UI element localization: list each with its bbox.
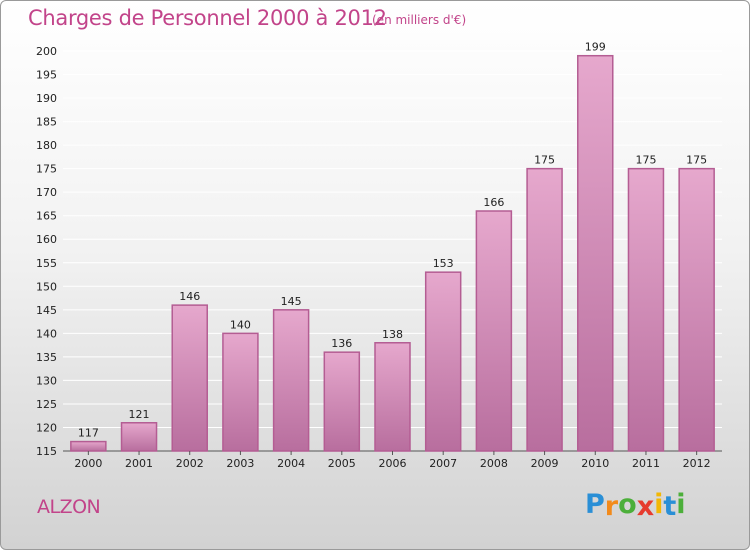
logo-letter: r: [604, 491, 619, 522]
bar: [70, 440, 107, 452]
bar-value-label: 175: [686, 154, 707, 167]
bar: [475, 210, 513, 452]
bar: [374, 342, 411, 452]
y-tick-label: 135: [36, 351, 57, 364]
bar-value-label: 140: [230, 318, 251, 331]
x-tick-label: 2002: [176, 457, 204, 470]
bar: [323, 351, 361, 452]
y-tick-label: 165: [36, 210, 57, 223]
bar: [171, 304, 208, 452]
bar: [627, 167, 665, 452]
y-tick-label: 140: [36, 327, 57, 340]
x-tick-label: 2012: [683, 457, 711, 470]
bar-value-label: 117: [78, 427, 99, 440]
x-tick-label: 2007: [429, 457, 457, 470]
proxiti-logo: Proxiti: [585, 489, 686, 522]
bar-value-label: 146: [179, 290, 200, 303]
bar-value-label: 145: [281, 295, 302, 308]
y-tick-label: 195: [36, 69, 57, 82]
town-name: ALZON: [37, 496, 101, 518]
logo-letter: i: [676, 489, 686, 520]
logo-letter: o: [618, 489, 637, 520]
y-tick-label: 115: [36, 445, 57, 458]
bar-value-label: 153: [433, 257, 454, 270]
y-tick-label: 160: [36, 233, 57, 246]
bar: [120, 422, 158, 452]
bar-value-label: 175: [534, 154, 555, 167]
x-tick-label: 2006: [379, 457, 407, 470]
chart-title: Charges de Personnel 2000 à 2012: [28, 6, 387, 30]
y-tick-label: 175: [36, 163, 57, 176]
logo-letter: x: [636, 491, 655, 522]
bar-value-label: 166: [483, 196, 504, 209]
bar: [272, 309, 310, 452]
bar: [424, 271, 462, 452]
y-tick-label: 190: [36, 92, 57, 105]
logo-letter: i: [654, 489, 664, 520]
bar: [526, 167, 563, 452]
y-tick-label: 180: [36, 139, 57, 152]
logo-letter: P: [585, 489, 605, 520]
x-tick-label: 2010: [581, 457, 609, 470]
y-tick-label: 130: [36, 374, 57, 387]
x-tick-label: 2009: [531, 457, 559, 470]
y-tick-label: 125: [36, 398, 57, 411]
bar-value-label: 199: [585, 41, 606, 54]
bar: [577, 54, 614, 452]
y-tick-label: 120: [36, 421, 57, 434]
logo-letter: t: [663, 491, 677, 522]
x-tick-label: 2004: [277, 457, 305, 470]
bar-value-label: 136: [331, 337, 352, 350]
x-tick-label: 2000: [74, 457, 102, 470]
bar: [678, 167, 715, 452]
bar-value-label: 175: [635, 154, 656, 167]
bar-value-label: 138: [382, 328, 403, 341]
chart-subtitle: (en milliers d'€): [372, 13, 467, 27]
y-tick-label: 150: [36, 280, 57, 293]
x-tick-label: 2008: [480, 457, 508, 470]
x-tick-label: 2011: [632, 457, 660, 470]
y-tick-label: 200: [36, 45, 57, 58]
y-tick-label: 145: [36, 304, 57, 317]
x-tick-label: 2003: [226, 457, 254, 470]
y-tick-label: 155: [36, 257, 57, 270]
y-tick-label: 185: [36, 116, 57, 129]
bar-value-label: 121: [129, 408, 150, 421]
bar: [222, 332, 259, 452]
y-tick-label: 170: [36, 186, 57, 199]
x-tick-label: 2005: [328, 457, 356, 470]
x-tick-label: 2001: [125, 457, 153, 470]
